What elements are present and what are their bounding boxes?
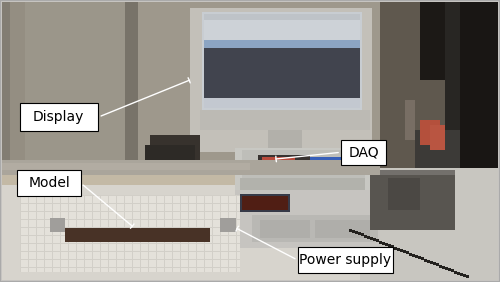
FancyBboxPatch shape — [298, 247, 394, 273]
Text: DAQ: DAQ — [348, 145, 379, 159]
Text: Model: Model — [28, 176, 70, 190]
FancyBboxPatch shape — [341, 140, 386, 165]
Text: Display: Display — [33, 110, 84, 124]
FancyBboxPatch shape — [20, 103, 98, 131]
Text: Power supply: Power supply — [300, 253, 392, 267]
FancyBboxPatch shape — [17, 170, 81, 196]
